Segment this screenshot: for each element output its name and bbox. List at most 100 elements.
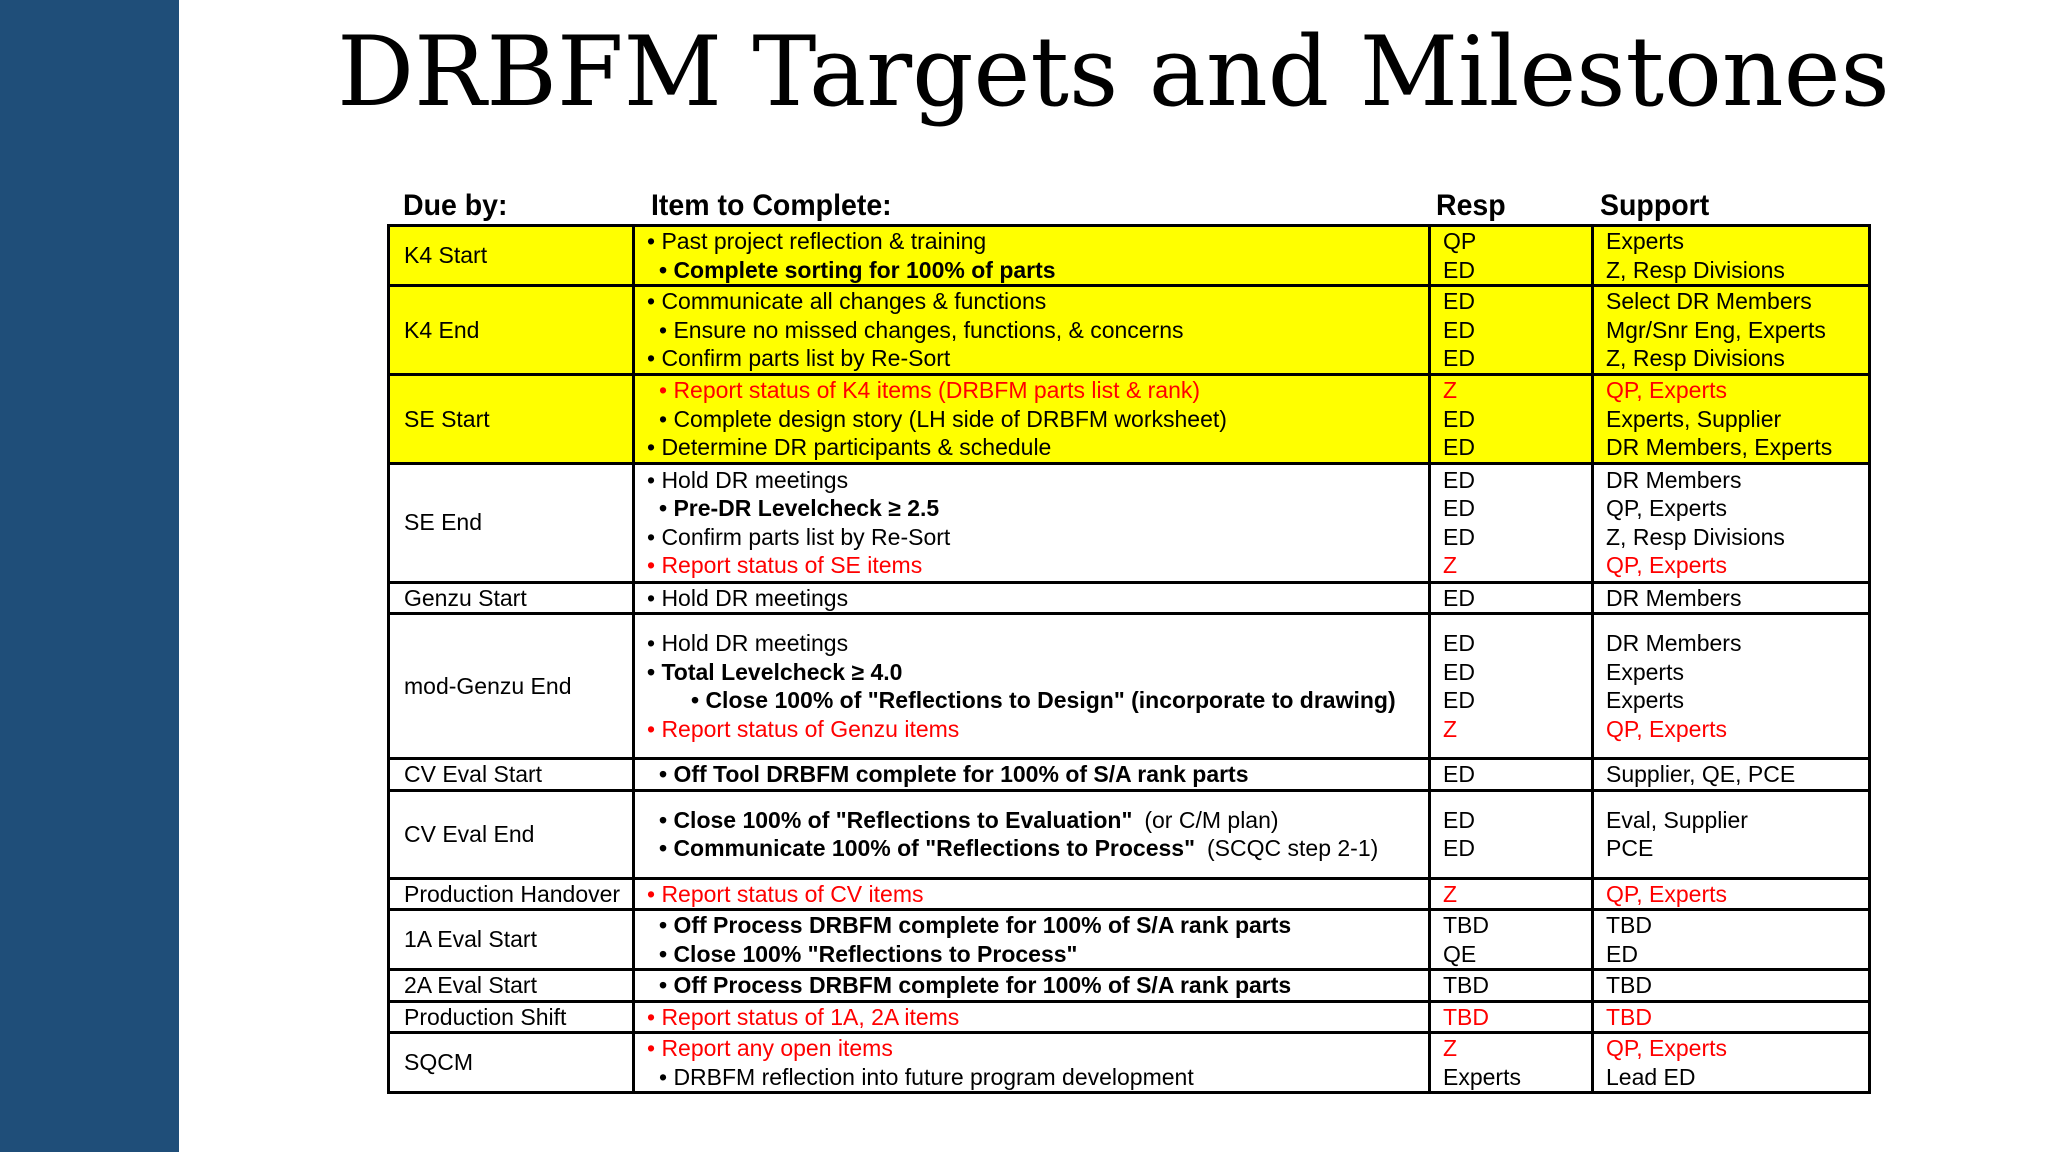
support-text: ED: [1606, 940, 1638, 967]
item-text: • Past project reflection & training: [647, 227, 1416, 256]
support-cell: QP, Experts Lead ED: [1591, 1031, 1871, 1094]
due-label: K4 Start: [404, 242, 488, 269]
item-text: • Hold DR meetings: [647, 466, 1416, 495]
resp-text: TBD: [1443, 912, 1489, 938]
resp-text: ED: [1443, 495, 1475, 521]
table-row: Production Handover • Report status of CV…: [387, 876, 1871, 911]
item-cell: • Report status of K4 items (DRBFM parts…: [632, 373, 1431, 465]
table-row: CV Eval End • Close 100% of "Reflections …: [387, 788, 1871, 880]
item-cell: • Report status of 1A, 2A items: [632, 999, 1431, 1034]
due-cell: Production Shift: [387, 999, 635, 1034]
support-cell: Experts Z, Resp Divisions: [1591, 224, 1871, 287]
item-text: • Close 100% of "Reflections to Design" …: [647, 686, 1416, 715]
item-text: • Communicate all changes & functions: [647, 287, 1416, 316]
header-due-by: Due by:: [403, 189, 508, 222]
item-note: (or C/M plan): [1144, 806, 1279, 833]
resp-cell: ED: [1428, 757, 1594, 792]
item-cell: • Off Tool DRBFM complete for 100% of S/…: [632, 757, 1431, 792]
resp-text: ED: [1443, 806, 1475, 833]
item-text: • Total Levelcheck ≥ 4.0: [647, 658, 1416, 687]
item-text: • Report status of CV items: [647, 880, 1416, 909]
due-cell: CV Eval Start: [387, 757, 635, 792]
item-text: • Hold DR meetings: [647, 584, 1416, 613]
support-cell: TBD: [1591, 999, 1871, 1034]
item-text: • Off Process DRBFM complete for 100% of…: [647, 971, 1416, 1000]
resp-cell: Z: [1428, 876, 1594, 911]
item-main-text: • Report status of Genzu items: [647, 715, 960, 742]
resp-text: ED: [1443, 405, 1475, 432]
item-text: • Complete sorting for 100% of parts: [647, 256, 1416, 285]
due-label: K4 End: [404, 316, 480, 343]
due-label: Genzu Start: [404, 584, 527, 611]
item-main-text: • Close 100% "Reflections to Process": [659, 940, 1078, 967]
support-text: Eval, Supplier: [1606, 806, 1748, 833]
due-label: CV Eval End: [404, 820, 535, 847]
item-main-text: • Complete design story (LH side of DRBF…: [659, 405, 1227, 432]
due-cell: SE Start: [387, 373, 635, 465]
table-row: Production Shift • Report status of 1A, 2…: [387, 999, 1871, 1034]
support-text: TBD: [1606, 912, 1652, 938]
support-cell: DR Members: [1591, 580, 1871, 615]
resp-text: ED: [1443, 761, 1475, 787]
table-row: mod-Genzu End • Hold DR meetings • Total L…: [387, 612, 1871, 760]
resp-cell: ED ED ED: [1428, 284, 1594, 376]
item-main-text: • Close 100% of "Reflections to Design" …: [691, 687, 1396, 713]
resp-text: Z: [1443, 552, 1458, 578]
item-cell: • Report status of CV items: [632, 876, 1431, 911]
resp-text: ED: [1443, 256, 1475, 283]
item-main-text: • Ensure no missed changes, functions, &…: [659, 316, 1184, 343]
support-cell: DR Members QP, Experts Z, Resp Divisions QP…: [1591, 461, 1871, 584]
item-cell: • Hold DR meetings • Pre-DR Levelcheck ≥ …: [632, 461, 1431, 584]
resp-text: ED: [1443, 584, 1475, 611]
resp-text: TBD: [1443, 972, 1489, 998]
item-cell: • Hold DR meetings: [632, 580, 1431, 615]
item-main-text: • Off Process DRBFM complete for 100% of…: [659, 972, 1292, 998]
table-row: SQCM • Report any open items • DRBFM refle…: [387, 1031, 1871, 1094]
resp-text: Z: [1443, 1035, 1458, 1061]
item-main-text: • Report status of 1A, 2A items: [647, 1003, 960, 1030]
support-text: Z, Resp Divisions: [1606, 523, 1785, 550]
item-main-text: • Pre-DR Levelcheck ≥ 2.5: [659, 495, 940, 521]
resp-text: ED: [1443, 835, 1475, 861]
table-row: K4 End • Communicate all changes & functi…: [387, 284, 1871, 376]
support-text: DR Members: [1606, 584, 1742, 611]
resp-text: ED: [1443, 316, 1475, 343]
item-cell: • Off Process DRBFM complete for 100% of…: [632, 908, 1431, 971]
item-main-text: • Complete sorting for 100% of parts: [659, 256, 1056, 283]
support-text: Experts: [1606, 658, 1684, 685]
table-row: SE End • Hold DR meetings • Pre-DR Levelch…: [387, 461, 1871, 584]
resp-cell: ED: [1428, 580, 1594, 615]
resp-text: ED: [1443, 630, 1475, 656]
resp-text: ED: [1443, 466, 1475, 493]
item-main-text: • Communicate 100% of "Reflections to Pr…: [659, 835, 1196, 861]
due-label: Production Handover: [404, 880, 621, 907]
resp-cell: ED ED ED Z: [1428, 612, 1594, 760]
milestones-table: K4 Start • Past project reflection & trai…: [387, 224, 1871, 1094]
support-text: QP, Experts: [1606, 715, 1728, 742]
item-main-text: • Off Tool DRBFM complete for 100% of S/…: [659, 761, 1249, 787]
header-support: Support: [1600, 189, 1710, 222]
item-text: • Determine DR participants & schedule: [647, 433, 1416, 462]
item-main-text: • Determine DR participants & schedule: [647, 434, 1052, 460]
support-text: Lead ED: [1606, 1063, 1696, 1090]
item-main-text: • Close 100% of "Reflections to Evaluati…: [659, 806, 1133, 833]
item-text: • Hold DR meetings: [647, 629, 1416, 658]
resp-text: ED: [1443, 658, 1475, 685]
resp-text: ED: [1443, 288, 1475, 315]
item-main-text: • Report status of SE items: [647, 552, 923, 578]
due-cell: mod-Genzu End: [387, 612, 635, 760]
item-main-text: • Hold DR meetings: [647, 584, 849, 611]
item-text: • Close 100% "Reflections to Process": [647, 940, 1416, 969]
resp-text: Experts: [1443, 1063, 1521, 1090]
resp-cell: TBD QE: [1428, 908, 1594, 971]
resp-text: ED: [1443, 434, 1475, 460]
support-cell: QP, Experts Experts, Supplier DR Members, …: [1591, 373, 1871, 465]
item-cell: • Report any open items • DRBFM reflectio…: [632, 1031, 1431, 1094]
item-text: • Confirm parts list by Re-Sort: [647, 344, 1416, 373]
support-text: DR Members, Experts: [1606, 434, 1833, 460]
resp-text: Z: [1443, 880, 1458, 907]
header-item-to-complete: Item to Complete:: [651, 189, 892, 222]
milestones-table-body: K4 Start • Past project reflection & trai…: [387, 224, 1871, 1094]
item-main-text: • DRBFM reflection into future program d…: [659, 1063, 1194, 1090]
due-label: SQCM: [404, 1049, 473, 1076]
